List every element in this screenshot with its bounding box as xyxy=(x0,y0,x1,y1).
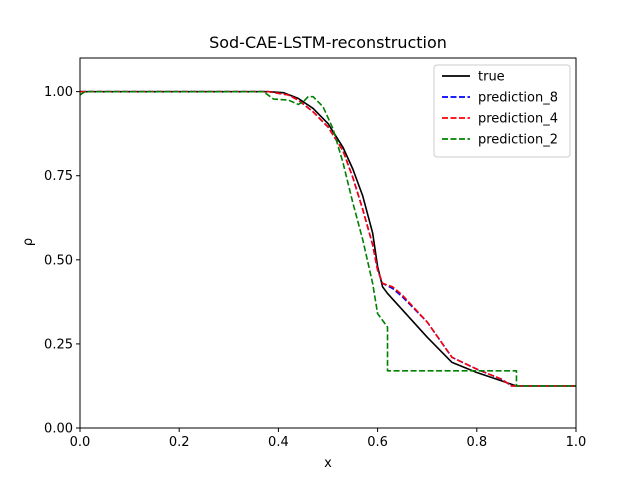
y-axis-label: ρ xyxy=(21,238,36,246)
plot-frame xyxy=(79,57,577,429)
y-tick-label: 1.00 xyxy=(44,85,73,100)
y-tick-label: 0.25 xyxy=(44,337,73,352)
y-tick-label: 0.75 xyxy=(44,169,73,184)
x-tick-label: 0.6 xyxy=(367,435,388,450)
legend-label-prediction-4: prediction_4 xyxy=(478,112,558,127)
y-tick-label: 0.50 xyxy=(44,253,73,268)
x-tick-label: 0.2 xyxy=(169,435,190,450)
chart-title: Sod-CAE-LSTM-reconstruction xyxy=(209,33,447,52)
legend-label-prediction-2: prediction_2 xyxy=(478,133,558,148)
legend-label-prediction-8: prediction_8 xyxy=(478,91,558,106)
series-line-prediction-4 xyxy=(80,90,576,387)
legend: true prediction_8 prediction_4 prediction_2 xyxy=(433,64,571,158)
y-tick-label: 0.00 xyxy=(44,422,73,437)
legend-box xyxy=(433,64,571,158)
series-line-prediction-2 xyxy=(80,90,576,387)
x-tick-label: 0.0 xyxy=(70,435,91,450)
x-tick-label: 0.8 xyxy=(466,435,487,450)
x-tick-label: 0.4 xyxy=(268,435,289,450)
x-tick-label: 1.0 xyxy=(566,435,587,450)
legend-label-true: true xyxy=(478,70,505,85)
x-axis-label: x xyxy=(324,456,332,471)
